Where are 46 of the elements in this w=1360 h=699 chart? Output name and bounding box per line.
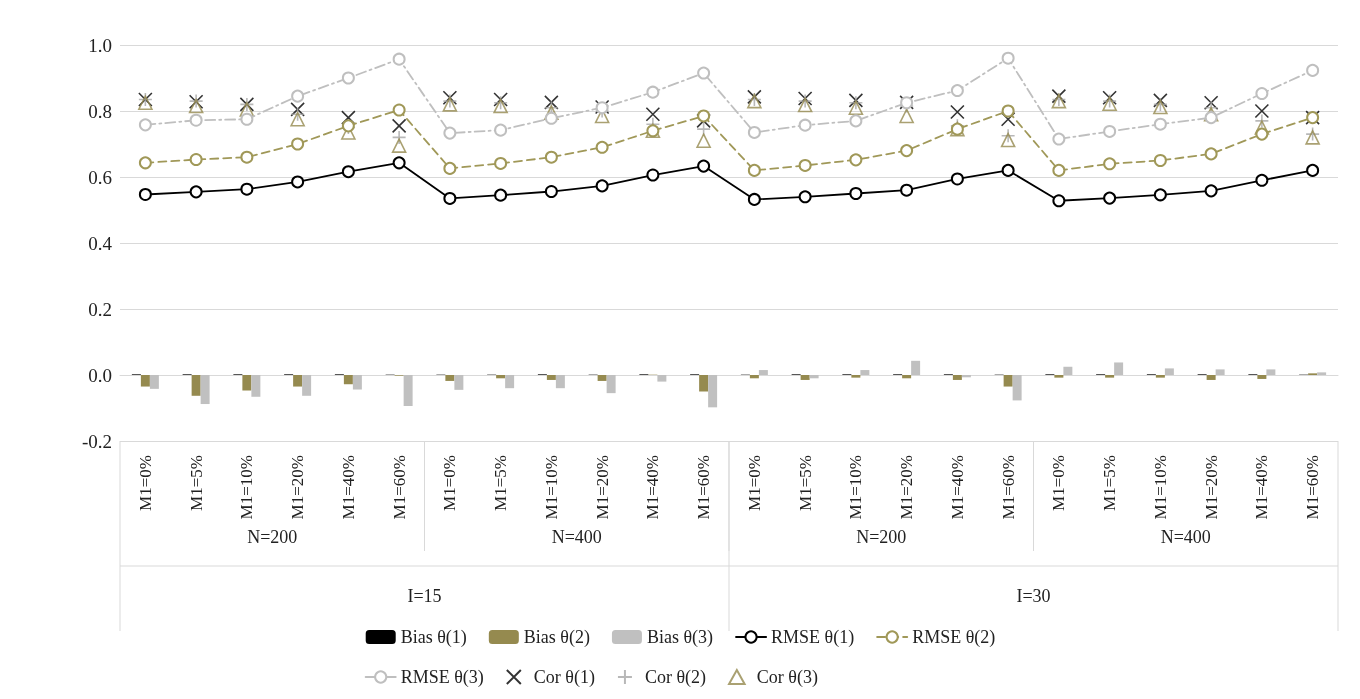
y-tick-label: 0.6: [88, 166, 112, 188]
y-tick-label: 1.0: [88, 34, 112, 56]
x-tick-label: M1=40%: [1252, 455, 1272, 520]
x-tick-label: M1=5%: [491, 455, 511, 511]
legend-label: Bias θ(3): [646, 627, 714, 648]
x-tick-label: M1=40%: [947, 455, 967, 520]
text: N=400: [1160, 527, 1211, 547]
x-tick-label: M1=20%: [1201, 455, 1221, 520]
x-tick-label: M1=10%: [1150, 455, 1170, 520]
text: I=15: [407, 586, 442, 606]
legend-label: RMSE θ(1): [771, 627, 855, 648]
legend-label: RMSE θ(2): [912, 627, 996, 648]
x-tick-label: M1=0%: [1049, 455, 1069, 511]
y-tick-label: 0.4: [88, 232, 113, 254]
legend-label: RMSE θ(3): [400, 667, 484, 688]
legend-label: Cor θ(3): [756, 667, 818, 688]
x-tick-label: M1=10%: [541, 455, 561, 520]
x-tick-label: M1=5%: [186, 455, 206, 511]
x-tick-label: M1=0%: [135, 455, 155, 511]
legend-label: Cor θ(2): [644, 667, 707, 688]
y-tick-label: 0.8: [88, 100, 112, 122]
legend-label: Cor θ(1): [533, 667, 595, 688]
x-tick-label: M1=10%: [237, 455, 257, 520]
legend-label: Bias θ(1): [400, 627, 467, 648]
text: N=400: [551, 527, 602, 547]
x-tick-label: M1=5%: [1100, 455, 1120, 511]
x-tick-label: M1=60%: [694, 455, 714, 520]
y-tick-label: -0.2: [81, 430, 112, 452]
x-tick-label: M1=40%: [643, 455, 663, 520]
x-tick-label: M1=60%: [389, 455, 409, 520]
x-tick-label: M1=0%: [744, 455, 764, 511]
text: I=30: [1016, 586, 1051, 606]
x-tick-label: M1=40%: [338, 455, 358, 520]
x-tick-label: M1=60%: [1303, 455, 1323, 520]
x-tick-label: M1=60%: [998, 455, 1018, 520]
x-tick-label: M1=20%: [897, 455, 917, 520]
x-tick-label: M1=5%: [795, 455, 815, 511]
x-tick-label: M1=20%: [288, 455, 308, 520]
y-tick-label: 0.2: [88, 298, 112, 320]
text: N=200: [247, 527, 298, 547]
legend-label: Bias θ(2): [523, 627, 590, 648]
x-tick-label: M1=0%: [440, 455, 460, 511]
x-tick-label: M1=20%: [592, 455, 612, 520]
y-tick-label: 0.0: [88, 364, 112, 386]
x-tick-label: M1=10%: [846, 455, 866, 520]
text: N=200: [856, 527, 907, 547]
